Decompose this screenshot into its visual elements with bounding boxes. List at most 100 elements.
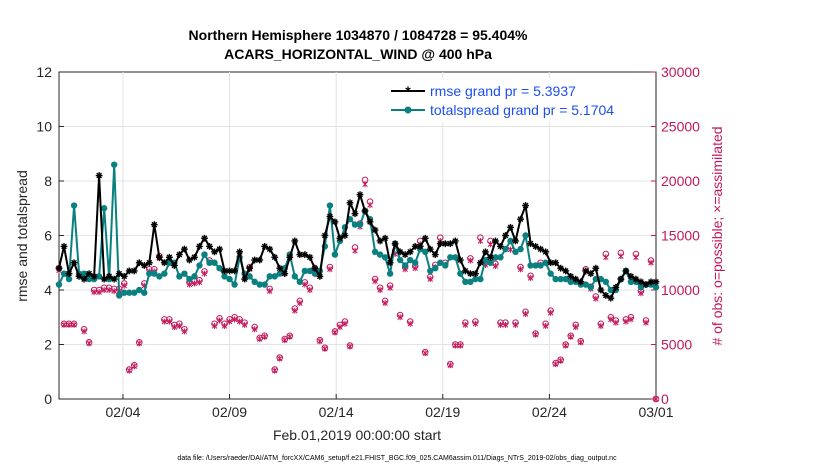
rmse-point	[301, 251, 309, 258]
rmse-point	[150, 221, 158, 228]
rmse-point	[110, 275, 118, 283]
rmse-point-stroke	[467, 270, 474, 277]
obs-assimilated-point	[337, 324, 343, 331]
rmse-point	[191, 253, 198, 261]
rmse-point	[135, 259, 143, 267]
obs-assimilated-point	[121, 282, 127, 289]
rmse-point	[236, 248, 244, 256]
rmse-point-stroke	[316, 273, 323, 280]
totalspread-point	[452, 254, 459, 261]
totalspread-point	[542, 259, 549, 266]
obs-assimilated-point	[467, 257, 474, 264]
rmse-point-stroke	[633, 276, 639, 282]
obs-assimilated-point	[512, 321, 519, 328]
rmse-point-stroke	[71, 259, 77, 266]
rmse-point	[90, 272, 98, 280]
obs-assimilated-point	[216, 317, 223, 324]
rmse-point-stroke	[537, 246, 544, 252]
rmse-point	[446, 240, 454, 248]
rmse-point	[572, 275, 580, 283]
rmse-point	[201, 234, 208, 242]
obs-assimilated-point	[613, 319, 619, 326]
rmse-point	[181, 245, 188, 253]
totalspread-point	[226, 275, 233, 283]
rmse-point-stroke	[322, 232, 328, 239]
rmse-point-stroke	[81, 276, 87, 282]
chart-title-line1: Northern Hemisphere 1034870 / 1084728 = …	[189, 27, 528, 43]
totalspread-point	[70, 202, 78, 209]
totalspread-point	[371, 248, 379, 256]
obs-assimilated-point	[633, 254, 639, 261]
rmse-point	[507, 223, 514, 231]
totalspread-point	[246, 273, 253, 280]
rmse-point	[155, 253, 163, 261]
rmse-point	[100, 275, 108, 283]
obs-assimilated-point	[477, 237, 484, 244]
rmse-point	[421, 234, 429, 242]
rmse-point	[206, 243, 213, 250]
rmse-point	[140, 262, 148, 269]
totalspread-point	[201, 251, 208, 258]
rmse-point	[271, 253, 279, 261]
totalspread-point	[487, 259, 494, 266]
rmse-point	[331, 218, 339, 226]
obs-assimilated-point	[552, 361, 559, 368]
rmse-point-stroke	[121, 273, 128, 280]
rmse-point	[431, 251, 439, 258]
obs-assimilated-point	[71, 321, 77, 328]
rmse-point-stroke	[582, 268, 589, 274]
rmse-point-stroke	[91, 273, 97, 280]
rmse-point-stroke	[472, 270, 479, 277]
totalspread-point	[296, 278, 304, 286]
rmse-point-stroke	[266, 246, 273, 252]
rmse-point	[120, 272, 128, 280]
totalspread-point	[151, 270, 158, 277]
rmse-point-stroke	[337, 235, 343, 242]
rmse-point-stroke	[286, 254, 293, 261]
totalspread-point	[271, 273, 278, 280]
obs-assimilated-point	[522, 310, 529, 317]
rmse-point	[466, 270, 474, 278]
rmse-point-stroke	[452, 238, 459, 244]
obs-assimilated-point	[603, 254, 609, 261]
rmse-point-stroke	[367, 219, 373, 225]
obs-assimilated-point	[422, 350, 428, 357]
obs-assimilated-point	[161, 318, 168, 325]
rmse-point-stroke	[276, 265, 283, 272]
rmse-point	[256, 256, 264, 264]
rmse-point	[366, 218, 374, 226]
rmse-point-stroke	[653, 278, 659, 285]
totalspread-point	[401, 262, 409, 269]
y-right-tick-label: 25000	[661, 119, 700, 135]
obs-assimilated-point	[492, 263, 499, 270]
rmse-point-stroke	[577, 278, 584, 285]
rmse-point	[165, 253, 173, 261]
rmse-point-stroke	[492, 238, 499, 244]
totalspread-point	[261, 281, 268, 288]
rmse-point-stroke	[342, 232, 348, 239]
rmse-point	[196, 243, 203, 250]
totalspread-point	[652, 284, 660, 291]
rmse-point	[115, 270, 123, 278]
totalspread-point	[181, 270, 188, 277]
rmse-point	[492, 237, 499, 245]
rmse-point-stroke	[557, 265, 564, 272]
obs-assimilated-point	[111, 288, 117, 295]
totalspread-point	[121, 289, 128, 296]
x-tick-label: 02/19	[425, 404, 460, 420]
rmse-point-stroke	[231, 268, 238, 274]
obs-assimilated-point	[397, 314, 403, 321]
legend-rmse-label: rmse grand pr = 5.3937	[430, 83, 576, 99]
obs-assimilated-point	[176, 322, 183, 329]
totalspread-point	[527, 262, 534, 269]
rmse-point-stroke	[251, 257, 258, 263]
obs-assimilated-point	[66, 321, 72, 328]
y-left-tick-label: 10	[36, 119, 52, 135]
totalspread-point	[231, 281, 238, 288]
totalspread-point	[512, 248, 519, 256]
rmse-point-stroke	[126, 268, 133, 274]
totalspread-point	[100, 205, 108, 212]
rmse-point	[386, 259, 394, 267]
obs-assimilated-point	[292, 307, 298, 314]
totalspread-point	[602, 278, 610, 286]
